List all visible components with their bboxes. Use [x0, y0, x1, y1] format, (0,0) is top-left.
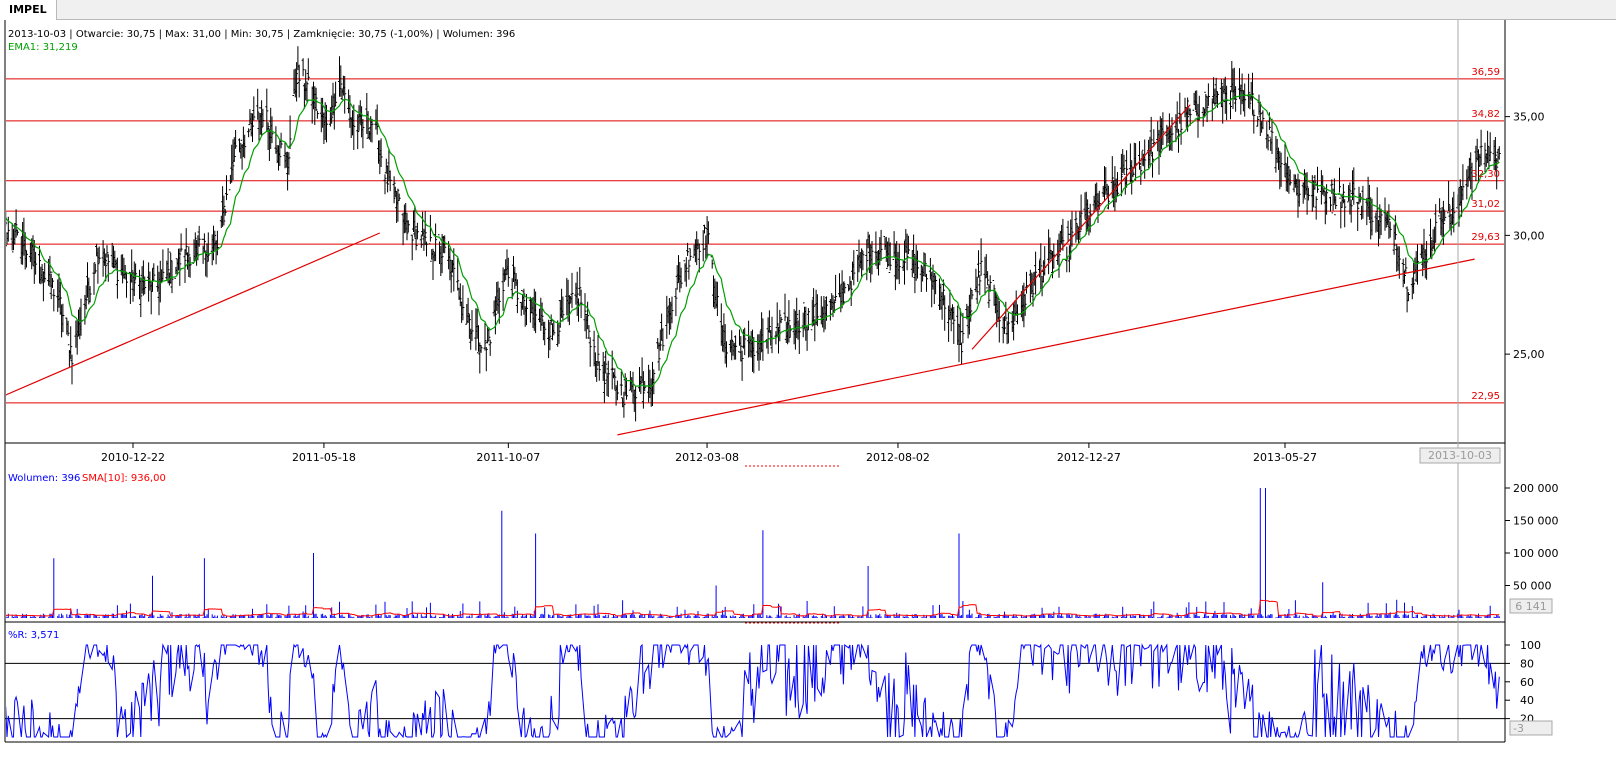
wr-ytick-label-4: 100 — [1520, 639, 1541, 652]
price-y-axis: 25,00 30,00 35,00 — [1505, 111, 1545, 361]
wr-line — [6, 643, 1500, 738]
xtick-label-5: 2012-12-27 — [1057, 451, 1121, 464]
xtick-label-2: 2011-10-07 — [476, 451, 540, 464]
wr-ytick-label-3: 80 — [1520, 657, 1534, 670]
volume-y-axis: 50 000 100 000 150 000 200 000 — [1505, 482, 1559, 593]
wr-ytick-label-1: 40 — [1520, 694, 1534, 707]
volume-ytick-label-1: 100 000 — [1513, 547, 1559, 560]
level-label-3: 31,02 — [1471, 199, 1500, 210]
wr-value-box — [1509, 720, 1553, 736]
wr-levels — [5, 662, 1505, 720]
x-axis: 2010-12-22 2011-05-18 2011-10-07 2012-03-08… — [101, 443, 1317, 464]
sma-label: SMA[10]: 936,00 — [82, 473, 166, 484]
volume-ytick-label-3: 200 000 — [1513, 482, 1559, 495]
level-label-0: 36,59 — [1471, 67, 1500, 78]
price-ytick-label-2: 35,00 — [1513, 111, 1545, 124]
wr-label: %R: 3,571 — [8, 630, 59, 641]
trendlines[interactable] — [0, 104, 1475, 436]
tab-bar: IMPEL — [0, 0, 1616, 20]
xtick-label-0: 2010-12-22 — [101, 451, 165, 464]
volume-value-box — [1509, 598, 1553, 614]
wr-ytick-label-2: 60 — [1520, 676, 1534, 689]
xtick-label-4: 2012-08-02 — [866, 451, 930, 464]
xtick-label-1: 2011-05-18 — [292, 451, 356, 464]
level-label-4: 29,63 — [1471, 232, 1500, 243]
level-label-1: 34,82 — [1471, 109, 1500, 120]
xtick-label-6: 2013-05-27 — [1253, 451, 1317, 464]
xtick-label-3: 2012-03-08 — [675, 451, 739, 464]
price-ytick-label-0: 25,00 — [1513, 348, 1545, 361]
trendline-0 — [6, 232, 381, 396]
trendline-1 — [617, 258, 1475, 436]
current-date-box — [1419, 447, 1501, 464]
level-label-5: 22,95 — [1471, 391, 1500, 402]
volume-bars — [6, 488, 1500, 618]
volume-ytick-label-0: 50 000 — [1513, 580, 1552, 593]
price-bars — [6, 46, 1501, 422]
info-line: 2013-10-03 | Otwarcie: 30,75 | Max: 31,0… — [8, 29, 515, 40]
volume-label: Wolumen: 396 — [8, 473, 80, 484]
volume-current-value: 6 141 — [1515, 600, 1547, 613]
level-label-2: 32,30 — [1471, 169, 1500, 180]
horizontal-levels — [6, 78, 1504, 404]
wr-current-value: -3 — [1513, 722, 1524, 735]
tab-impel[interactable]: IMPEL — [0, 0, 57, 20]
sma-line — [6, 599, 1500, 618]
volume-bar-set — [6, 488, 1500, 618]
trendline-2 — [971, 104, 1191, 350]
price-ytick-label-1: 30,00 — [1513, 229, 1545, 242]
current-date-label: 2013-10-03 — [1428, 449, 1492, 462]
ema-line — [6, 94, 1500, 387]
volume-ytick-label-2: 150 000 — [1513, 515, 1559, 528]
ohlc-bars — [6, 46, 1501, 422]
ema-label: EMA1: 31,219 — [8, 42, 78, 53]
level-labels: 36,59 34,82 32,30 31,02 29,63 22,95 — [1471, 67, 1500, 402]
chart-area[interactable]: 36,59 34,82 32,30 31,02 29,63 22,95 25,00 30,0… — [0, 20, 1616, 766]
